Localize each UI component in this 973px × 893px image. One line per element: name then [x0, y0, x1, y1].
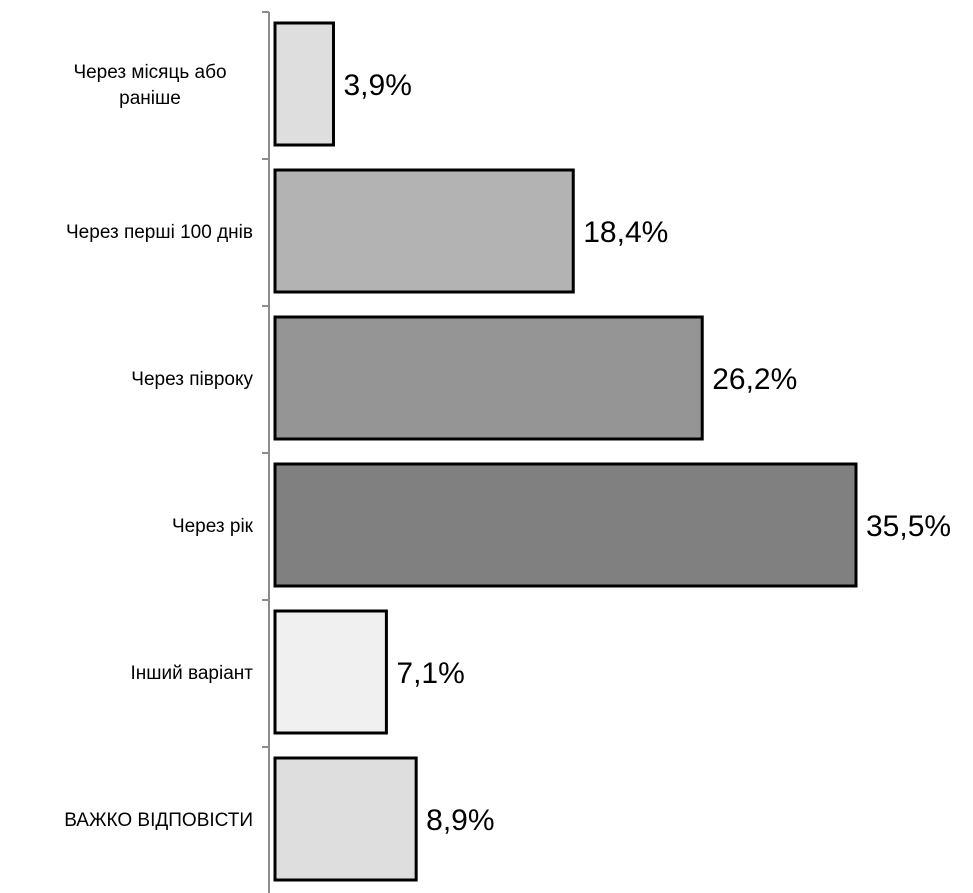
category-labels: Через місяць або раніше Через перші 100 дн…: [64, 62, 253, 831]
bar: [273, 21, 335, 147]
category-label: Через місяць або раніше: [73, 62, 226, 109]
data-label: 8,9%: [426, 804, 494, 837]
category-label: Інший варіант: [130, 663, 253, 684]
data-label: 7,1%: [396, 657, 464, 690]
data-label: 3,9%: [343, 69, 411, 102]
category-label: Через перші 100 днів: [66, 222, 253, 243]
value-labels: 3,9% 18,4% 26,2% 35,5% 7,1% 8,9%: [343, 69, 951, 837]
bar: [273, 609, 388, 735]
bar: [273, 315, 704, 441]
category-label: Через рік: [172, 516, 254, 537]
data-label: 35,5%: [866, 510, 951, 543]
category-label: ВАЖКО ВІДПОВІСТИ: [64, 810, 253, 831]
bars-group: [273, 21, 858, 882]
bar: [273, 756, 418, 882]
category-label: Через півроку: [131, 369, 253, 390]
data-label: 18,4%: [583, 216, 668, 249]
category-axis: [262, 11, 270, 893]
data-label: 26,2%: [712, 363, 797, 396]
bar: [273, 168, 575, 294]
bar: [273, 462, 858, 588]
